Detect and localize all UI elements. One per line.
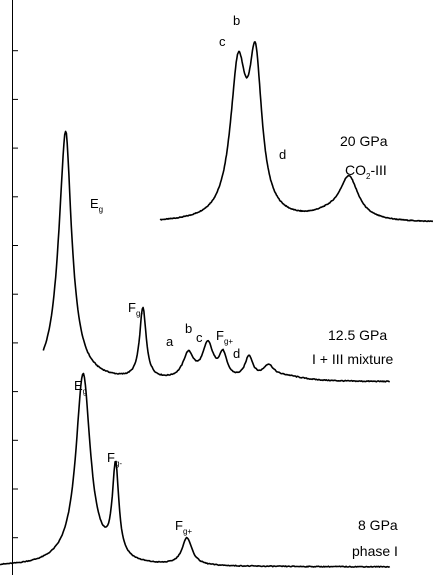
peak-label-d-20gpa: d	[279, 147, 286, 162]
peak-label-fg-minus-8gpa: Fg-	[107, 450, 122, 468]
series-3-phase-label: phase I	[352, 543, 398, 559]
peak-label-fg-plus-8gpa: Fg+	[175, 518, 192, 536]
spectrum-line-2	[42, 130, 391, 383]
peak-label-b-12gpa: b	[185, 321, 192, 336]
peak-label-eg-12gpa: Eg	[90, 196, 103, 214]
peak-label-c-12gpa: c	[196, 330, 203, 345]
peak-label-a-12gpa: a	[166, 334, 174, 349]
series-1-phase-label: CO2-III	[345, 162, 387, 181]
left-axis	[12, 0, 18, 575]
peak-label-b-20gpa: b	[233, 13, 240, 28]
spectrum-line-3	[0, 372, 391, 568]
series-2-pressure-label: 12.5 GPa	[328, 327, 387, 343]
spectrum-line-1	[159, 41, 433, 223]
series-3-pressure-label: 8 GPa	[358, 517, 398, 533]
peak-label-eg-8gpa: Eg	[74, 378, 87, 396]
series-2-phase-label: I + III mixture	[312, 351, 394, 367]
peak-label-fg-minus-12gpa: Fg-	[128, 300, 143, 318]
peak-label-d-12gpa: d	[233, 346, 240, 361]
series-1-pressure-label: 20 GPa	[340, 133, 388, 149]
peak-label-c-20gpa: c	[219, 34, 226, 49]
peak-label-fg-plus-12gpa: Fg+	[216, 328, 233, 346]
